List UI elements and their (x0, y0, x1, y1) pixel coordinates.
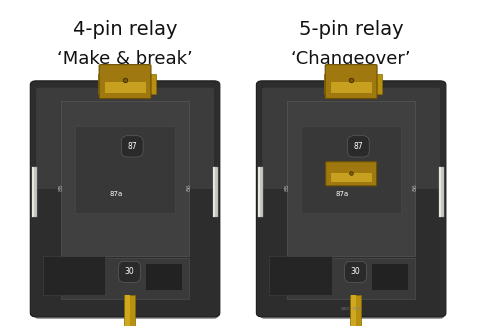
Bar (370, 263, 407, 290)
Bar (287, 101, 414, 256)
Text: ‘Make & break’: ‘Make & break’ (57, 50, 192, 68)
Bar (287, 258, 414, 299)
Text: 85: 85 (284, 183, 289, 191)
FancyBboxPatch shape (325, 162, 376, 186)
Text: 86: 86 (186, 183, 191, 191)
Text: 87: 87 (127, 142, 137, 151)
Bar (330, 82, 371, 93)
FancyBboxPatch shape (324, 65, 376, 98)
FancyBboxPatch shape (36, 88, 214, 189)
FancyBboxPatch shape (256, 81, 445, 317)
Text: 85: 85 (59, 183, 63, 191)
Text: 30: 30 (124, 267, 134, 276)
Bar (213, 167, 215, 217)
FancyBboxPatch shape (30, 81, 219, 317)
Text: 86: 86 (412, 183, 417, 191)
Text: 87a: 87a (109, 191, 122, 197)
Bar (349, 295, 360, 326)
Bar (125, 295, 129, 326)
Bar (269, 256, 331, 295)
Bar (144, 74, 155, 94)
Bar (370, 74, 381, 94)
Bar (258, 167, 263, 217)
Bar (324, 74, 334, 94)
Bar (32, 167, 34, 217)
Bar (438, 167, 443, 217)
Bar (300, 126, 400, 213)
FancyBboxPatch shape (99, 65, 151, 98)
Text: 5-pin relay: 5-pin relay (298, 20, 403, 39)
Text: 4-pin relay: 4-pin relay (72, 20, 177, 39)
Bar (43, 256, 105, 295)
Text: 87a: 87a (335, 191, 348, 197)
Bar (61, 101, 189, 256)
Text: 30: 30 (350, 267, 360, 276)
FancyBboxPatch shape (35, 84, 217, 319)
Bar (32, 167, 37, 217)
Bar (213, 167, 217, 217)
Bar (124, 295, 134, 326)
Text: ‘Changeover’: ‘Changeover’ (290, 50, 410, 68)
Bar (350, 295, 355, 326)
Bar (438, 167, 440, 217)
FancyBboxPatch shape (260, 84, 443, 319)
Bar (98, 74, 108, 94)
Bar (104, 82, 145, 93)
Text: GEC  0BB: GEC 0BB (341, 307, 360, 311)
Bar (330, 173, 371, 182)
Bar (61, 258, 189, 299)
Bar (144, 263, 181, 290)
Bar (75, 126, 175, 213)
Text: 87: 87 (353, 142, 362, 151)
Bar (258, 167, 260, 217)
FancyBboxPatch shape (262, 88, 439, 189)
